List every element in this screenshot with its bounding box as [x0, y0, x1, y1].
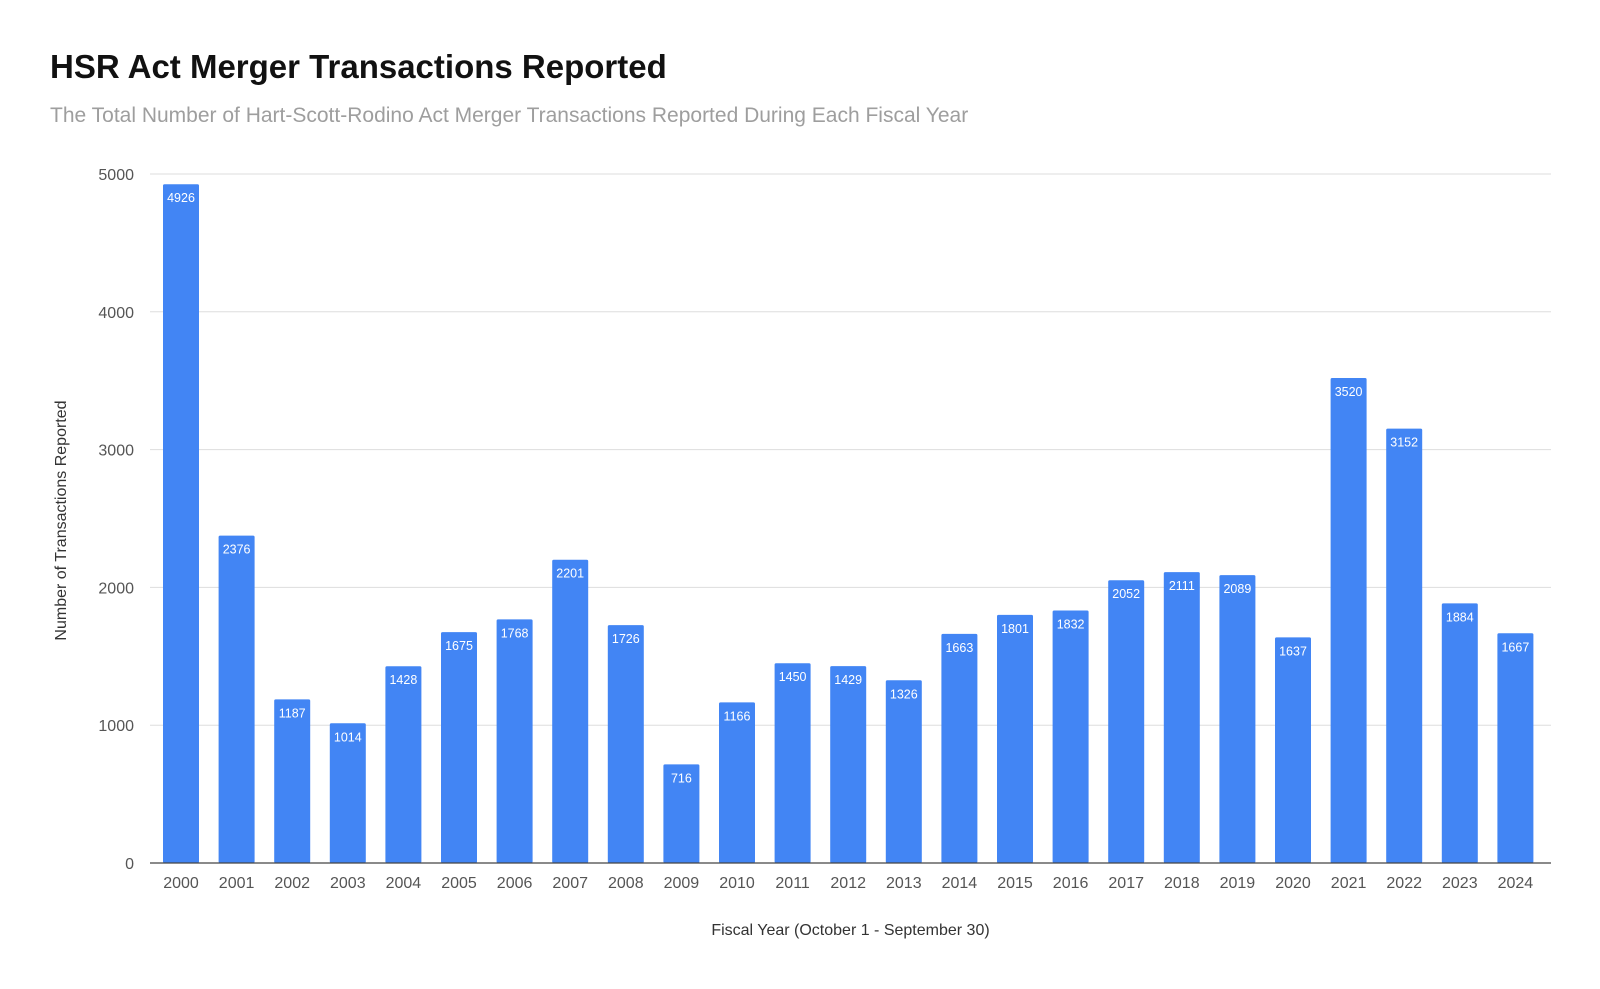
data-label: 2111 — [1169, 579, 1195, 593]
x-tick-label: 2001 — [219, 875, 255, 892]
x-tick-label: 2013 — [886, 875, 922, 892]
chart-subtitle: The Total Number of Hart-Scott-Rodino Ac… — [50, 104, 969, 127]
bar — [552, 559, 589, 863]
x-tick-label: 2014 — [942, 875, 978, 892]
x-tick-label: 2003 — [330, 875, 366, 892]
data-label: 1801 — [1001, 622, 1029, 636]
bar — [1219, 575, 1256, 863]
data-labels: 4926 2376 1187 1014 1428 1675 1768 2201 1726 716 1… — [167, 191, 1529, 785]
x-tick-label: 2002 — [274, 875, 310, 892]
data-label: 4926 — [167, 191, 195, 205]
x-tick-label: 2024 — [1498, 875, 1534, 892]
bar — [163, 184, 199, 863]
bar — [385, 666, 422, 863]
data-label: 1884 — [1446, 610, 1474, 624]
x-tick-label: 2000 — [163, 875, 199, 892]
x-tick-label: 2019 — [1220, 875, 1256, 892]
data-label: 1675 — [445, 639, 473, 653]
data-label: 1429 — [834, 673, 862, 687]
x-tick-label: 2007 — [552, 875, 588, 892]
x-tick-label: 2020 — [1275, 875, 1311, 892]
bar — [997, 614, 1033, 863]
bar — [663, 764, 700, 863]
x-tick-label: 2011 — [775, 875, 810, 892]
bar — [1386, 428, 1423, 863]
x-tick-label: 2017 — [1108, 875, 1144, 892]
data-label: 1663 — [945, 641, 973, 655]
data-label: 2089 — [1223, 582, 1251, 596]
bar — [218, 535, 255, 863]
data-label: 1187 — [279, 706, 306, 720]
data-label: 1166 — [724, 709, 751, 723]
data-label: 1832 — [1057, 618, 1085, 632]
bar — [607, 625, 644, 863]
bars — [163, 184, 1534, 863]
x-tick-label: 2021 — [1331, 875, 1367, 892]
bar — [1108, 580, 1145, 863]
bar — [1441, 603, 1478, 863]
bar — [1497, 633, 1534, 863]
x-tick-label: 2015 — [997, 875, 1033, 892]
bar — [274, 699, 311, 863]
data-label: 1014 — [334, 730, 362, 744]
data-label: 1450 — [779, 670, 807, 684]
x-axis-title: Fiscal Year (October 1 - September 30) — [711, 922, 989, 939]
y-tick-label: 1000 — [98, 718, 134, 735]
x-tick-label: 2012 — [830, 875, 866, 892]
bar — [1163, 572, 1200, 863]
data-label: 1428 — [389, 673, 417, 687]
data-label: 716 — [671, 771, 692, 785]
data-label: 1726 — [612, 632, 640, 646]
bar — [941, 633, 978, 863]
bar — [441, 632, 477, 863]
y-axis-ticks: 0 1000 2000 3000 4000 5000 — [98, 167, 134, 873]
data-label: 3152 — [1390, 436, 1418, 450]
y-tick-label: 5000 — [98, 167, 134, 184]
y-tick-label: 3000 — [98, 443, 134, 460]
bar — [496, 619, 533, 863]
x-tick-label: 2009 — [664, 875, 700, 892]
bar — [885, 680, 922, 863]
x-axis-ticks: 2000 2001 2002 2003 2004 2005 2006 2007 2008 2009… — [163, 875, 1533, 892]
bar — [830, 666, 867, 863]
data-label: 1768 — [501, 626, 529, 640]
y-tick-label: 2000 — [98, 580, 134, 597]
y-tick-label: 0 — [125, 856, 134, 873]
x-tick-label: 2005 — [441, 875, 477, 892]
y-tick-label: 4000 — [98, 305, 134, 322]
bar — [329, 723, 366, 863]
x-tick-label: 2008 — [608, 875, 644, 892]
bar — [1275, 637, 1311, 863]
x-tick-label: 2023 — [1442, 875, 1478, 892]
data-label: 2052 — [1112, 587, 1140, 601]
bar — [1330, 377, 1367, 863]
data-label: 1667 — [1501, 640, 1529, 654]
data-label: 2376 — [223, 543, 251, 557]
bar — [1052, 610, 1089, 863]
data-label: 3520 — [1335, 385, 1363, 399]
x-tick-label: 2022 — [1386, 875, 1422, 892]
chart-title: HSR Act Merger Transactions Reported — [50, 48, 667, 85]
bar — [774, 663, 811, 863]
x-tick-label: 2010 — [719, 875, 755, 892]
x-tick-label: 2016 — [1053, 875, 1089, 892]
data-label: 1326 — [890, 687, 918, 701]
data-label: 2201 — [556, 567, 584, 581]
data-label: 1637 — [1279, 644, 1307, 658]
x-tick-label: 2006 — [497, 875, 533, 892]
x-tick-label: 2004 — [386, 875, 422, 892]
x-tick-label: 2018 — [1164, 875, 1200, 892]
bar — [719, 702, 755, 863]
y-axis-title: Number of Transactions Reported — [53, 400, 70, 640]
